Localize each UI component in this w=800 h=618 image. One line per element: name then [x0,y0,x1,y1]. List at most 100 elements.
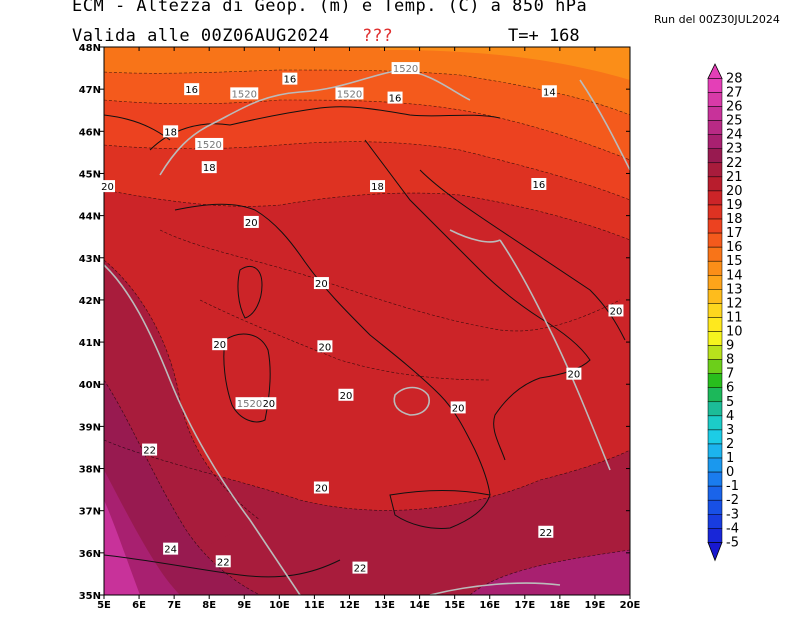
temp-contour-label: 20 [315,279,328,290]
lat-tick-label: 47N [79,85,101,96]
lon-tick-label: 7E [167,600,181,611]
flag-text: ??? [362,26,393,46]
lat-tick-label: 39N [79,422,101,433]
colorbar-swatch [707,232,723,248]
colorbar-label: 15 [726,254,743,269]
colorbar-swatch [707,275,723,290]
colorbar-swatch [707,345,723,360]
temp-contour-label: 20 [245,218,258,229]
colorbar-label: 22 [726,156,743,171]
temp-contour-label: 20 [315,484,328,495]
colorbar-swatch [707,401,723,417]
colorbar-swatch [707,289,723,304]
colorbar-swatch [707,303,723,318]
temp-contour-label: 20 [452,403,465,414]
colorbar-swatch [707,246,723,262]
colorbar-label: 20 [726,184,743,199]
colorbar-label: 10 [726,324,743,339]
colorbar-swatch [707,162,723,178]
lon-tick-label: 10E [269,600,290,611]
colorbar-swatch [707,92,723,107]
temp-contour-label: 16 [532,180,545,191]
temp-label-box [313,481,329,494]
lon-tick-label: 5E [97,600,111,611]
colorbar-swatch [707,204,723,220]
lat-tick-label: 38N [79,465,101,476]
temp-label-box [100,180,116,193]
temp-label-box [313,277,329,290]
colorbar-label: 13 [726,282,743,297]
colorbar-label: 25 [726,114,743,129]
temp-label-box [201,161,217,174]
geop-label-box [195,137,224,150]
lat-tick-label: 43N [79,254,101,265]
lat-tick-label: 37N [79,507,101,518]
colorbar-swatch [707,387,723,403]
temp-label-box [608,304,624,317]
geop-label-box [235,397,264,410]
temp-label-box [261,397,277,410]
forecast-step: T=+ 168 [508,26,580,46]
colorbar-label: 21 [726,170,743,185]
temp-contour-label: 22 [143,446,156,457]
temp-contour-label: 24 [164,545,177,556]
colorbar-swatch [707,120,723,135]
lon-tick-label: 17E [514,600,535,611]
temp-label-box [450,401,466,414]
colorbar-swatch [707,134,723,149]
colorbar-label: 2 [726,437,734,452]
lon-tick-label: 18E [549,600,570,611]
colorbar-label: 12 [726,296,743,311]
colorbar-swatch [707,485,723,501]
temp-contour-label: 20 [262,399,275,410]
geop-contour-label: 1520 [393,64,418,75]
colorbar-swatch [707,443,723,459]
colorbar-swatch [707,106,723,121]
colorbar-label: 7 [726,367,734,382]
colorbar-swatch [707,528,723,543]
colorbar-label: 23 [726,142,743,157]
temp-label-box [338,388,354,401]
lat-tick-label: 40N [79,380,101,391]
colorbar-label: 5 [726,395,734,410]
map-frame [103,46,631,596]
temp-contour-label: 14 [543,87,556,98]
lat-tick-label: 36N [79,549,101,560]
temp-label-box [163,542,179,555]
colorbar-swatch [707,218,723,234]
temp-label-box [317,340,333,353]
colorbar-label: 28 [726,71,743,86]
colorbar-label: 18 [726,212,743,227]
lon-tick-label: 19E [585,600,606,611]
colorbar-label: 16 [726,240,743,255]
colorbar-swatch [707,415,723,431]
temp-label-box [531,178,547,190]
temp-label-box [541,85,557,98]
colorbar-label: -2 [726,493,739,508]
map-title: ECM - Altezza di Geop. (m) e Temp. (C) a… [72,0,588,16]
colorbar-label: 27 [726,85,743,100]
lon-tick-label: 15E [444,600,465,611]
temp-contour-label: 20 [101,182,114,193]
colorbar-label: 19 [726,198,743,213]
lat-tick-label: 46N [79,127,101,138]
temp-label-box [566,367,582,380]
temperature-field [104,47,630,595]
contour-labels: 16 16 16 14 18 18 18 16 20 20 20 20 20 20 20 20 20 20 22 20… [100,62,624,575]
temp-label-box [243,215,259,228]
colorbar-label: -3 [726,507,739,522]
lon-tick-label: 12E [339,600,360,611]
temperature-colorbar: 2827262524232221201918171615141312111098… [707,63,743,562]
temp-label-box [142,443,158,456]
colorbar-top-arrow [707,63,723,79]
colorbar-label: -1 [726,479,739,494]
colorbar-label: 3 [726,423,734,438]
temp-contour-label: 16 [283,75,296,86]
lon-tick-label: 14E [409,600,430,611]
temp-contour-label: 16 [389,94,402,105]
colorbar-label: 17 [726,226,743,241]
temp-label-box [184,83,200,96]
temp-label-box [282,72,298,85]
colorbar-swatch [707,359,723,374]
colorbar-label: 1 [726,451,734,466]
